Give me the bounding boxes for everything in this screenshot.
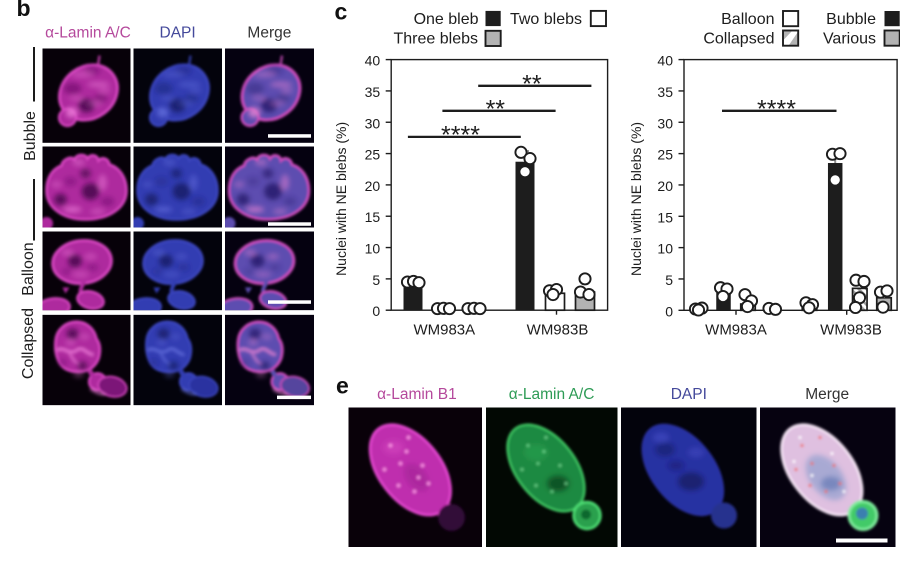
svg-text:35: 35	[365, 84, 381, 100]
svg-text:e: e	[336, 373, 349, 399]
svg-text:40: 40	[365, 53, 381, 69]
svg-text:Collapsed: Collapsed	[703, 30, 774, 47]
svg-text:WM983A: WM983A	[413, 322, 475, 339]
svg-text:**: **	[522, 70, 542, 98]
svg-text:30: 30	[365, 115, 381, 131]
svg-text:****: ****	[757, 95, 796, 123]
svg-text:0: 0	[665, 303, 673, 319]
svg-text:WM983B: WM983B	[820, 322, 882, 339]
svg-text:5: 5	[372, 272, 380, 288]
svg-text:Nuclei with NE blebs (%): Nuclei with NE blebs (%)	[628, 122, 644, 276]
svg-text:Bubble: Bubble	[826, 11, 876, 28]
svg-text:15: 15	[365, 209, 381, 225]
svg-text:Collapsed: Collapsed	[20, 308, 37, 379]
svg-text:15: 15	[657, 209, 673, 225]
svg-text:25: 25	[365, 147, 381, 163]
svg-text:c: c	[335, 0, 348, 25]
svg-text:Three blebs: Three blebs	[394, 30, 479, 47]
svg-text:α-Lamin A/C: α-Lamin A/C	[509, 386, 595, 403]
svg-text:DAPI: DAPI	[671, 386, 707, 403]
svg-text:b: b	[17, 0, 31, 21]
svg-text:Various: Various	[823, 30, 876, 47]
svg-text:Nuclei with NE blebs (%): Nuclei with NE blebs (%)	[333, 122, 349, 276]
svg-text:α-Lamin B1: α-Lamin B1	[377, 386, 457, 403]
svg-text:Bubble: Bubble	[22, 111, 39, 161]
svg-text:20: 20	[365, 178, 381, 194]
svg-text:40: 40	[657, 53, 673, 69]
svg-text:Balloon: Balloon	[721, 11, 774, 28]
svg-text:One bleb: One bleb	[414, 11, 479, 28]
svg-text:Balloon: Balloon	[20, 242, 37, 295]
svg-text:WM983B: WM983B	[527, 322, 589, 339]
svg-text:Merge: Merge	[805, 386, 849, 403]
svg-text:Merge: Merge	[247, 25, 291, 42]
svg-text:WM983A: WM983A	[705, 322, 767, 339]
svg-text:30: 30	[657, 115, 673, 131]
svg-text:5: 5	[665, 272, 673, 288]
svg-text:35: 35	[657, 84, 673, 100]
svg-text:10: 10	[365, 241, 381, 257]
svg-text:DAPI: DAPI	[160, 25, 196, 42]
svg-text:0: 0	[372, 303, 380, 319]
svg-text:**: **	[486, 95, 506, 123]
svg-text:10: 10	[657, 241, 673, 257]
svg-text:****: ****	[441, 121, 480, 149]
svg-text:Two blebs: Two blebs	[510, 11, 582, 28]
svg-text:α-Lamin A/C: α-Lamin A/C	[45, 25, 131, 42]
svg-text:20: 20	[657, 178, 673, 194]
svg-text:25: 25	[657, 147, 673, 163]
